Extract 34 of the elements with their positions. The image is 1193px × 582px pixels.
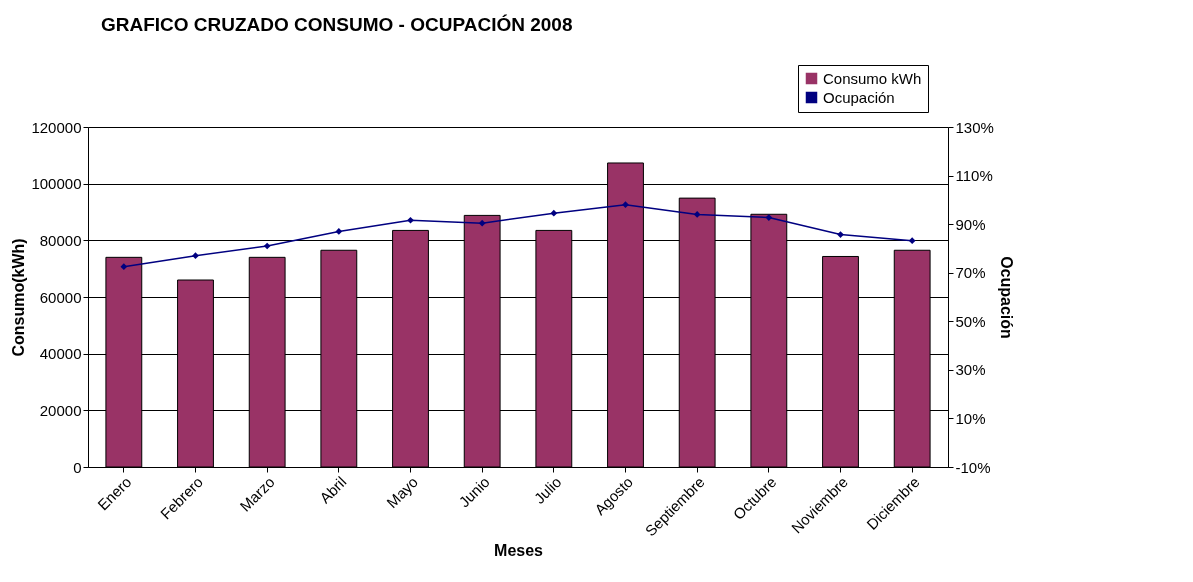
y2-tick-label: 110% — [955, 167, 993, 185]
y2-tick-label: 50% — [955, 312, 986, 330]
y-tick-label: 20000 — [39, 401, 82, 419]
point — [837, 231, 844, 238]
y-tick-label: 80000 — [39, 231, 82, 249]
point — [622, 201, 629, 209]
point — [407, 216, 414, 224]
chart-title: GRAFICO CRUZADO CONSUMO - OCUPACIÓN 2008 — [100, 13, 573, 35]
y2-tick-label: 30% — [955, 361, 986, 379]
y-tick-label: 120000 — [31, 118, 82, 136]
y2-axis-title: Ocupación — [997, 256, 1015, 339]
point — [335, 228, 343, 235]
y2-tick-label: 90% — [955, 215, 986, 233]
y2-tick-label: 70% — [955, 264, 986, 282]
y2-tick-label: 130% — [955, 118, 994, 136]
y2-tick-label: -10% — [955, 458, 991, 476]
y-tick-label: 100000 — [31, 175, 82, 193]
x-tick-label: Julio — [530, 473, 565, 507]
point — [120, 263, 128, 270]
y-axis-title: Consumo(kWh) — [10, 238, 28, 357]
y-tick-label: 0 — [73, 458, 82, 476]
point — [908, 237, 916, 245]
y2-tick-label: 10% — [955, 409, 986, 427]
legend-label: Ocupación — [823, 88, 895, 106]
y-tick-label: 60000 — [39, 288, 82, 306]
point — [478, 219, 486, 227]
legend-label: Consumo kWh — [823, 69, 922, 87]
point — [693, 211, 701, 218]
point — [765, 214, 773, 221]
y-tick-label: 40000 — [39, 345, 82, 363]
point — [192, 252, 199, 260]
point — [550, 209, 558, 217]
x-axis-title: Meses — [494, 542, 544, 560]
point — [263, 242, 271, 250]
